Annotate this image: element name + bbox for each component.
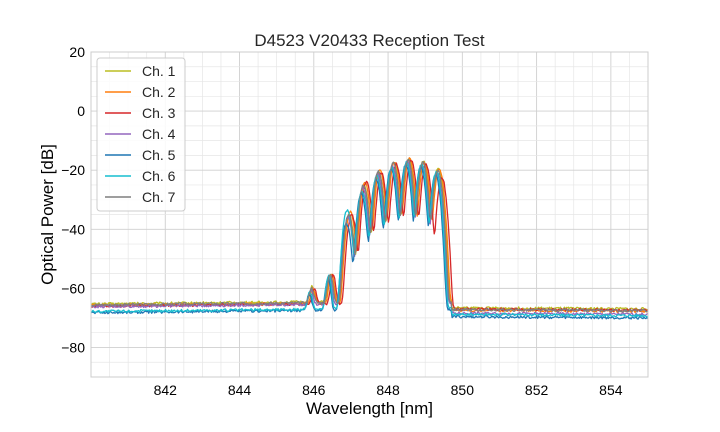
legend-label: Ch. 6 xyxy=(142,168,176,184)
x-tick-label: 848 xyxy=(376,382,400,398)
legend-label: Ch. 2 xyxy=(142,84,176,100)
x-tick-label: 852 xyxy=(525,382,549,398)
y-tick-label: −80 xyxy=(61,339,85,355)
plot-frame xyxy=(90,51,649,378)
y-axis-label: Optical Power [dB] xyxy=(38,144,57,285)
x-tick-label: 842 xyxy=(154,382,178,398)
x-tick-label: 844 xyxy=(228,382,252,398)
series-line-7 xyxy=(90,158,649,313)
legend-label: Ch. 7 xyxy=(142,189,176,205)
legend-label: Ch. 4 xyxy=(142,126,176,142)
tick-labels: 842 844 846 848 850 852 854 20 0 −20 −40 −60 −80 xyxy=(61,44,623,398)
chart-title: D4523 V20433 Reception Test xyxy=(254,31,485,50)
legend-label: Ch. 5 xyxy=(142,147,176,163)
legend: Ch. 1 Ch. 2 Ch. 3 Ch. 4 Ch. 5 Ch. 6 Ch. 7 xyxy=(96,57,186,212)
series-layer xyxy=(90,157,649,320)
y-tick-label: −60 xyxy=(61,280,85,296)
legend-label: Ch. 3 xyxy=(142,105,176,121)
legend-label: Ch. 1 xyxy=(142,63,176,79)
x-tick-label: 854 xyxy=(599,382,623,398)
series-line-6 xyxy=(90,161,649,318)
x-axis-label: Wavelength [nm] xyxy=(306,399,433,418)
y-tick-label: 0 xyxy=(77,103,85,119)
y-tick-label: −20 xyxy=(61,162,85,178)
x-tick-label: 846 xyxy=(302,382,326,398)
x-tick-label: 850 xyxy=(451,382,475,398)
y-tick-label: 20 xyxy=(69,44,85,60)
legend-box xyxy=(96,57,186,212)
y-tick-label: −40 xyxy=(61,221,85,237)
